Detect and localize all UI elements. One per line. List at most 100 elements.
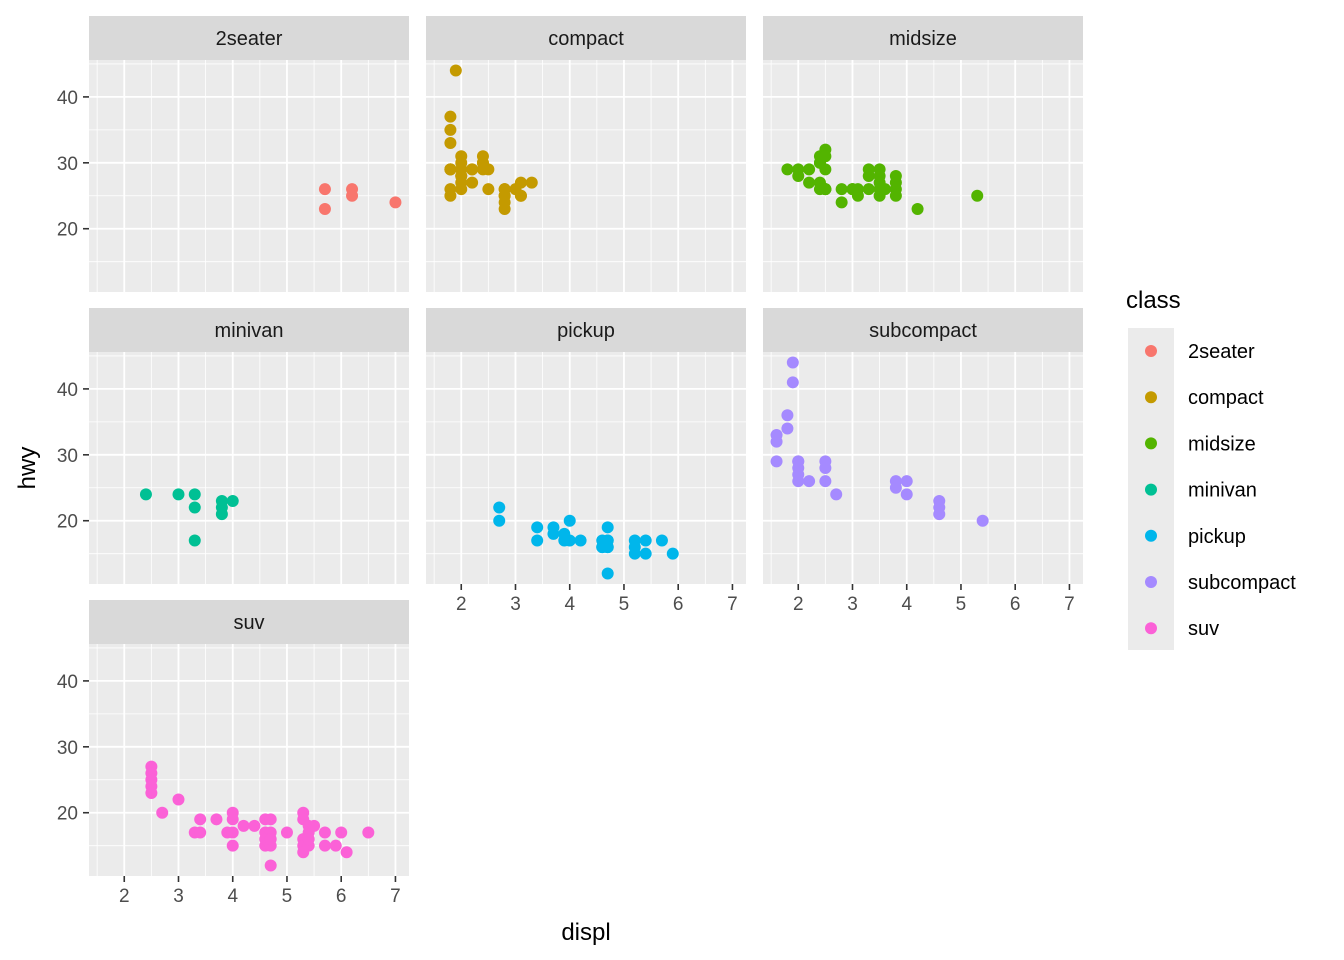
panel-background bbox=[89, 352, 409, 584]
x-tick-label: 6 bbox=[1010, 594, 1021, 615]
data-point bbox=[781, 163, 794, 176]
y-tick-label: 40 bbox=[57, 672, 78, 693]
x-tick-label: 4 bbox=[901, 594, 912, 615]
data-point bbox=[362, 826, 375, 839]
data-point bbox=[786, 356, 799, 369]
data-point bbox=[172, 793, 185, 806]
legend-label: subcompact bbox=[1188, 572, 1296, 594]
data-point bbox=[971, 189, 984, 202]
facet-strip-label: pickup bbox=[557, 320, 615, 342]
data-point bbox=[574, 534, 587, 547]
data-point bbox=[318, 183, 331, 196]
data-point bbox=[210, 813, 223, 826]
x-tick-label: 2 bbox=[793, 594, 804, 615]
data-point bbox=[770, 435, 783, 448]
data-point bbox=[188, 534, 201, 547]
x-tick-label: 5 bbox=[282, 886, 293, 907]
data-point bbox=[770, 455, 783, 468]
panel-background bbox=[426, 60, 746, 292]
data-point bbox=[308, 819, 321, 832]
data-point bbox=[563, 534, 576, 547]
legend-label: suv bbox=[1188, 618, 1219, 640]
y-tick-label: 20 bbox=[57, 220, 78, 241]
data-point bbox=[444, 123, 457, 136]
data-point bbox=[601, 541, 614, 554]
x-tick-label: 2 bbox=[119, 886, 130, 907]
data-point bbox=[601, 521, 614, 534]
y-tick-label: 30 bbox=[57, 446, 78, 467]
data-point bbox=[639, 547, 652, 560]
data-point bbox=[156, 806, 169, 819]
data-point bbox=[547, 527, 560, 540]
data-point bbox=[329, 839, 342, 852]
data-point bbox=[455, 183, 468, 196]
facet-pickup: pickup 2 3 4 5 6 7 bbox=[426, 308, 746, 615]
facet-subcompact: subcompact 2 3 4 5 6 7 bbox=[763, 308, 1083, 615]
facet-strip bbox=[763, 308, 1083, 352]
data-point bbox=[889, 481, 902, 494]
data-point bbox=[188, 488, 201, 501]
data-point bbox=[318, 839, 331, 852]
data-point bbox=[493, 514, 506, 527]
data-point bbox=[819, 183, 832, 196]
data-point bbox=[466, 176, 479, 189]
x-tick-label: 5 bbox=[619, 594, 630, 615]
legend-title: class bbox=[1126, 287, 1181, 314]
data-point bbox=[139, 488, 152, 501]
legend-key bbox=[1145, 483, 1157, 496]
data-point bbox=[531, 521, 544, 534]
data-point bbox=[194, 826, 207, 839]
data-point bbox=[873, 183, 886, 196]
data-point bbox=[792, 170, 805, 182]
data-point bbox=[933, 508, 946, 521]
panel-background bbox=[426, 352, 746, 584]
legend-label: 2seater bbox=[1188, 341, 1255, 363]
legend-key bbox=[1145, 345, 1157, 357]
facet-strip-label: midsize bbox=[889, 28, 957, 50]
data-point bbox=[297, 846, 310, 859]
legend-entry: midsize bbox=[1145, 433, 1256, 455]
facet-compact: compact bbox=[426, 16, 746, 292]
y-tick-label: 30 bbox=[57, 154, 78, 175]
data-point bbox=[862, 183, 875, 196]
data-point bbox=[493, 501, 506, 514]
facet-strip bbox=[426, 308, 746, 352]
data-point bbox=[194, 813, 207, 826]
x-tick-label: 7 bbox=[1064, 594, 1075, 615]
data-point bbox=[531, 534, 544, 547]
y-tick-label: 30 bbox=[57, 738, 78, 759]
legend-key bbox=[1145, 437, 1157, 450]
data-point bbox=[835, 196, 848, 209]
data-point bbox=[444, 110, 457, 123]
data-point bbox=[215, 494, 228, 507]
legend-entry: subcompact bbox=[1145, 572, 1296, 594]
data-point bbox=[900, 475, 913, 488]
data-point bbox=[819, 163, 832, 176]
facet-strip bbox=[89, 600, 409, 644]
y-axis-title: hwy bbox=[14, 447, 41, 490]
x-tick-label: 4 bbox=[227, 886, 238, 907]
data-point bbox=[237, 819, 250, 832]
data-point bbox=[781, 409, 794, 422]
facet-strip bbox=[89, 308, 409, 352]
legend-entry: minivan bbox=[1145, 480, 1257, 502]
data-point bbox=[476, 163, 489, 176]
data-point bbox=[889, 189, 902, 202]
data-point bbox=[389, 196, 402, 209]
data-point bbox=[449, 64, 462, 77]
y-tick-label: 20 bbox=[57, 804, 78, 825]
data-point bbox=[803, 163, 816, 176]
data-point bbox=[340, 846, 353, 859]
data-point bbox=[302, 833, 315, 846]
legend-key bbox=[1145, 576, 1157, 588]
x-tick-label: 3 bbox=[510, 594, 521, 615]
data-point bbox=[466, 163, 479, 176]
data-point bbox=[498, 196, 511, 209]
data-point bbox=[601, 567, 614, 580]
x-tick-label: 4 bbox=[564, 594, 575, 615]
x-tick-label: 2 bbox=[456, 594, 467, 615]
legend-entry: compact bbox=[1145, 387, 1264, 409]
facet-midsize: midsize bbox=[763, 16, 1083, 292]
facet-strip-label: compact bbox=[548, 28, 624, 50]
y-tick-label: 20 bbox=[57, 512, 78, 533]
